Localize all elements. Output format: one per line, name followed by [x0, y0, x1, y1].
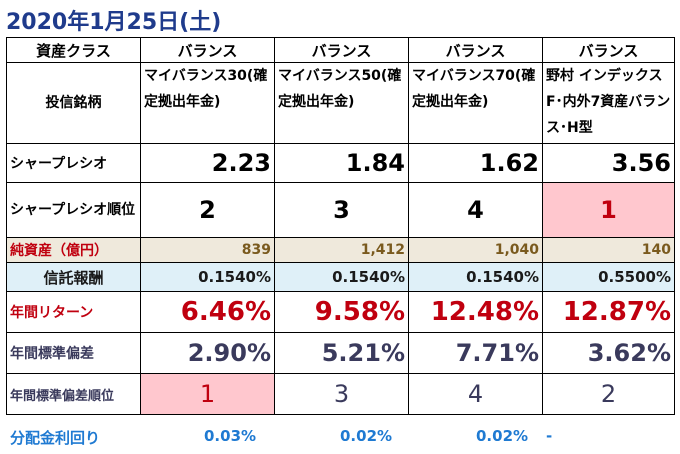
asset-class-cell: バランス: [542, 37, 675, 63]
asset-class-cell: バランス: [274, 37, 409, 63]
asset-class-cell: バランス: [408, 37, 543, 63]
annual-sd-rank-cell: 3: [274, 373, 409, 415]
asset-class-cell: バランス: [140, 37, 275, 63]
fund-name-cell: 野村 インデックスF･内外7資産バランス･H型: [542, 62, 675, 144]
page-title: 2020年1月25日(土): [6, 10, 222, 35]
dividend-yield-label: 分配金利回り: [10, 429, 101, 447]
fee-cell: 0.1540%: [274, 262, 409, 292]
row-trust-fee: 信託報酬 0.1540% 0.1540% 0.1540% 0.5500%: [6, 262, 675, 292]
row-sharpe-rank: シャープレシオ順位 2 3 4 1: [6, 182, 675, 238]
annual-return-cell: 9.58%: [274, 291, 409, 333]
dividend-yield-cell: -: [546, 427, 553, 445]
fund-name-cell: マイバランス30(確定拠出年金): [140, 62, 275, 144]
annual-sd-cell: 3.62%: [542, 332, 675, 374]
asset-class-label: 資産クラス: [6, 37, 141, 63]
annual-sd-rank-cell-top: 1: [140, 373, 275, 415]
row-annual-sd-rank: 年間標準偏差順位 1 3 4 2: [6, 373, 675, 415]
fee-label: 信託報酬: [6, 262, 141, 292]
net-assets-cell: 839: [140, 237, 275, 263]
sharpe-rank-cell: 4: [408, 182, 543, 238]
dividend-yield-cell: 0.02%: [340, 427, 393, 445]
dividend-yield-cell: 0.03%: [204, 427, 257, 445]
annual-sd-rank-cell: 4: [408, 373, 543, 415]
annual-sd-cell: 2.90%: [140, 332, 275, 374]
fund-name-label: 投信銘柄: [6, 62, 141, 144]
net-assets-cell: 140: [542, 237, 675, 263]
fund-name-cell: マイバランス70(確定拠出年金): [408, 62, 543, 144]
fee-cell: 0.1540%: [140, 262, 275, 292]
sharpe-cell: 1.84: [274, 143, 409, 183]
fund-name-cell: マイバランス50(確定拠出年金): [274, 62, 409, 144]
row-sharpe-ratio: シャープレシオ 2.23 1.84 1.62 3.56: [6, 143, 675, 183]
sharpe-rank-cell-top: 1: [542, 182, 675, 238]
row-asset-class: 資産クラス バランス バランス バランス バランス: [6, 37, 675, 63]
sharpe-cell: 1.62: [408, 143, 543, 183]
net-assets-cell: 1,040: [408, 237, 543, 263]
annual-return-cell: 6.46%: [140, 291, 275, 333]
sharpe-label: シャープレシオ: [6, 143, 141, 183]
annual-sd-rank-cell: 2: [542, 373, 675, 415]
row-annual-return: 年間リターン 6.46% 9.58% 12.48% 12.87%: [6, 291, 675, 333]
dividend-yield-cell: 0.02%: [476, 427, 529, 445]
sharpe-rank-cell: 3: [274, 182, 409, 238]
sharpe-cell: 2.23: [140, 143, 275, 183]
sharpe-rank-label: シャープレシオ順位: [6, 182, 141, 238]
row-fund-name: 投信銘柄 マイバランス30(確定拠出年金) マイバランス50(確定拠出年金) マ…: [6, 62, 675, 144]
row-net-assets: 純資産（億円） 839 1,412 1,040 140: [6, 237, 675, 263]
annual-return-label: 年間リターン: [6, 291, 141, 333]
annual-return-cell: 12.87%: [542, 291, 675, 333]
dividend-yield-row: 分配金利回り 0.03% 0.02% 0.02% -: [6, 424, 674, 450]
net-assets-cell: 1,412: [274, 237, 409, 263]
annual-sd-label: 年間標準偏差: [6, 332, 141, 374]
annual-sd-rank-label: 年間標準偏差順位: [6, 373, 141, 415]
fee-cell: 0.1540%: [408, 262, 543, 292]
row-annual-sd: 年間標準偏差 2.90% 5.21% 7.71% 3.62%: [6, 332, 675, 374]
annual-return-cell: 12.48%: [408, 291, 543, 333]
sharpe-cell: 3.56: [542, 143, 675, 183]
net-assets-label: 純資産（億円）: [6, 237, 141, 263]
sharpe-rank-cell: 2: [140, 182, 275, 238]
fund-comparison-table: 資産クラス バランス バランス バランス バランス 投信銘柄 マイバランス30(…: [6, 37, 675, 415]
annual-sd-cell: 7.71%: [408, 332, 543, 374]
annual-sd-cell: 5.21%: [274, 332, 409, 374]
fee-cell: 0.5500%: [542, 262, 675, 292]
